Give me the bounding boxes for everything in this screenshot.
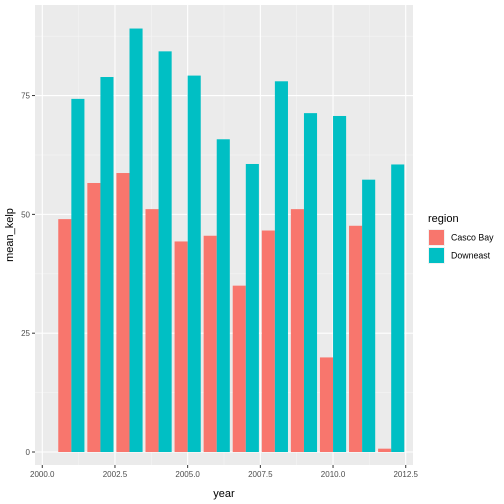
x-tick-label: 2007.5 (248, 470, 273, 479)
y-tick-label: 50 (21, 210, 30, 219)
bar-downeast-2011 (362, 179, 376, 453)
x-axis-title: year (213, 488, 235, 500)
x-tick-label: 2005.0 (175, 470, 200, 479)
bar-downeast-2009 (303, 113, 318, 452)
y-tick-label: 25 (21, 329, 30, 338)
bar-downeast-2002 (100, 77, 114, 452)
bar-downeast-2003 (129, 28, 143, 452)
legend: region Casco Bay Downeast (428, 213, 494, 264)
bar-downeast-2010 (333, 115, 347, 452)
y-tick-label: 0 (26, 448, 31, 457)
bar-downeast-2007 (245, 163, 259, 452)
x-tick-label: 2000.0 (30, 470, 55, 479)
bar-casco-bay-2004 (145, 209, 159, 452)
x-axis: 2000.0 2002.5 2005.0 2007.5 2010.0 2012.5 (30, 465, 419, 479)
y-axis: 0 25 50 75 (21, 92, 35, 457)
bar-casco-bay-2001 (58, 219, 72, 452)
bar-casco-bay-2011 (349, 225, 363, 452)
bar-casco-bay-2012 (378, 448, 392, 452)
bar-casco-bay-2009 (290, 209, 304, 452)
y-axis-title: mean_kelp (4, 208, 16, 262)
bar-casco-bay-2003 (116, 173, 130, 452)
bar-casco-bay-2007 (232, 285, 246, 452)
bar-casco-bay-2010 (319, 357, 334, 452)
legend-swatch-downeast (429, 248, 444, 263)
legend-label: Casco Bay (451, 233, 494, 243)
legend-title: region (428, 213, 459, 225)
bar-downeast-2005 (187, 75, 201, 452)
bars (58, 28, 405, 453)
x-tick-label: 2010.0 (321, 470, 346, 479)
bar-casco-bay-2008 (261, 230, 275, 452)
legend-label: Downeast (451, 251, 491, 261)
bar-downeast-2012 (391, 164, 405, 452)
bar-downeast-2001 (71, 98, 85, 452)
x-tick-label: 2012.5 (393, 470, 418, 479)
bar-casco-bay-2006 (203, 235, 217, 452)
bar-downeast-2004 (158, 51, 172, 452)
bar-downeast-2008 (274, 81, 288, 453)
y-tick-label: 75 (21, 92, 30, 101)
legend-swatch-casco-bay (429, 230, 444, 245)
bar-casco-bay-2005 (174, 241, 188, 452)
bar-downeast-2006 (216, 139, 230, 452)
bar-casco-bay-2002 (87, 182, 101, 452)
x-tick-label: 2002.5 (103, 470, 128, 479)
